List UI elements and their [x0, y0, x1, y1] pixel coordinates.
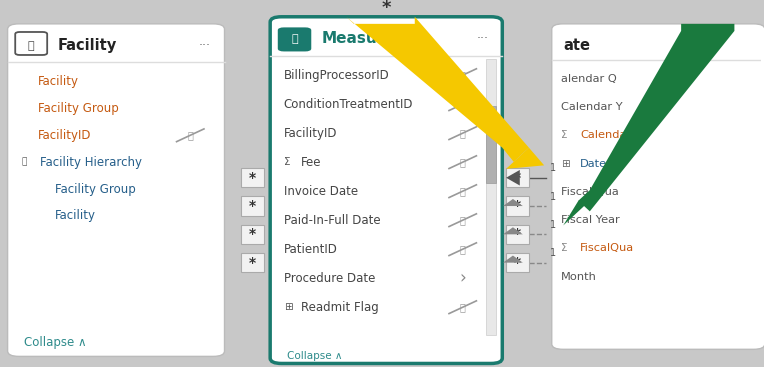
Text: Date: Date [580, 159, 607, 168]
Text: 1: 1 [550, 192, 556, 202]
Text: BillingProcessorID: BillingProcessorID [284, 69, 390, 81]
Polygon shape [506, 148, 544, 169]
Text: 👁: 👁 [460, 70, 465, 80]
Text: *: * [514, 256, 521, 270]
FancyBboxPatch shape [486, 106, 496, 184]
Text: 👁: 👁 [460, 302, 465, 312]
Text: Fiscal Qua: Fiscal Qua [561, 187, 619, 197]
FancyBboxPatch shape [552, 24, 764, 349]
Text: Collapse ∧: Collapse ∧ [24, 336, 87, 349]
Text: *: * [514, 171, 521, 185]
Polygon shape [346, 17, 529, 162]
Text: *: * [514, 227, 521, 241]
Text: ···: ··· [199, 39, 211, 52]
Text: Paid-In-Full Date: Paid-In-Full Date [284, 214, 380, 227]
Text: 1: 1 [550, 220, 556, 230]
Text: Σ: Σ [284, 157, 290, 167]
FancyBboxPatch shape [506, 168, 529, 188]
Polygon shape [578, 24, 734, 211]
Text: 1: 1 [550, 163, 556, 174]
Text: ConditionTreatmentID: ConditionTreatmentID [284, 98, 413, 111]
Text: 1: 1 [550, 248, 556, 258]
Text: alendar Q: alendar Q [561, 74, 617, 84]
Text: Measure: Measure [322, 31, 396, 46]
Text: 🗄: 🗄 [28, 41, 34, 51]
Text: *: * [249, 171, 256, 185]
FancyBboxPatch shape [15, 32, 47, 55]
FancyBboxPatch shape [241, 253, 264, 272]
Text: CalendarQ: CalendarQ [580, 130, 640, 140]
Text: 👁: 👁 [460, 244, 465, 254]
Text: Collapse ∧: Collapse ∧ [287, 351, 342, 361]
Text: ›: › [459, 269, 466, 287]
Text: Σ: Σ [561, 130, 568, 140]
Text: *: * [249, 256, 256, 270]
Text: Facility Hierarchy: Facility Hierarchy [40, 156, 141, 169]
Polygon shape [503, 199, 523, 206]
FancyBboxPatch shape [241, 196, 264, 216]
Text: PatientID: PatientID [284, 243, 338, 256]
Text: Procedure Date: Procedure Date [284, 272, 375, 285]
Polygon shape [506, 170, 520, 186]
Text: Facility Group: Facility Group [38, 102, 118, 115]
Text: Σ: Σ [561, 243, 568, 254]
Text: FacilityID: FacilityID [38, 129, 92, 142]
FancyBboxPatch shape [506, 196, 529, 216]
Text: ate: ate [563, 37, 590, 52]
Text: 👁: 👁 [187, 130, 193, 140]
Polygon shape [503, 255, 523, 263]
Text: Facility: Facility [38, 75, 79, 88]
Text: 👁: 👁 [460, 99, 465, 109]
FancyBboxPatch shape [270, 17, 502, 363]
FancyBboxPatch shape [8, 24, 225, 356]
Text: Facility: Facility [58, 37, 117, 52]
Text: *: * [249, 227, 256, 241]
Text: Readmit Flag: Readmit Flag [300, 301, 378, 314]
Text: Invoice Date: Invoice Date [284, 185, 358, 198]
Text: ⊞: ⊞ [561, 159, 570, 168]
FancyBboxPatch shape [241, 168, 264, 188]
Text: 👁: 👁 [460, 157, 465, 167]
Text: 👁: 👁 [460, 128, 465, 138]
Polygon shape [563, 183, 609, 225]
Polygon shape [503, 227, 523, 235]
Text: *: * [381, 0, 391, 17]
Text: 👁: 👁 [460, 215, 465, 225]
Text: Month: Month [561, 272, 597, 282]
Text: Facility Group: Facility Group [55, 182, 135, 196]
Text: ⊞: ⊞ [284, 302, 293, 312]
FancyBboxPatch shape [241, 225, 264, 244]
FancyBboxPatch shape [506, 225, 529, 244]
Text: *: * [514, 199, 521, 213]
Text: ⛓: ⛓ [21, 158, 27, 167]
Text: 👁: 👁 [460, 186, 465, 196]
FancyBboxPatch shape [486, 59, 496, 335]
Text: *: * [249, 199, 256, 213]
FancyBboxPatch shape [278, 28, 311, 51]
Text: Calendar Y: Calendar Y [561, 102, 623, 112]
Text: Fee: Fee [300, 156, 321, 169]
Text: 🗄: 🗄 [291, 34, 298, 44]
Text: Fiscal Year: Fiscal Year [561, 215, 620, 225]
Text: FacilityID: FacilityID [284, 127, 338, 140]
Text: Facility: Facility [55, 210, 96, 222]
FancyBboxPatch shape [506, 253, 529, 272]
Text: FiscalQua: FiscalQua [580, 243, 634, 254]
Text: ···: ··· [477, 32, 489, 45]
